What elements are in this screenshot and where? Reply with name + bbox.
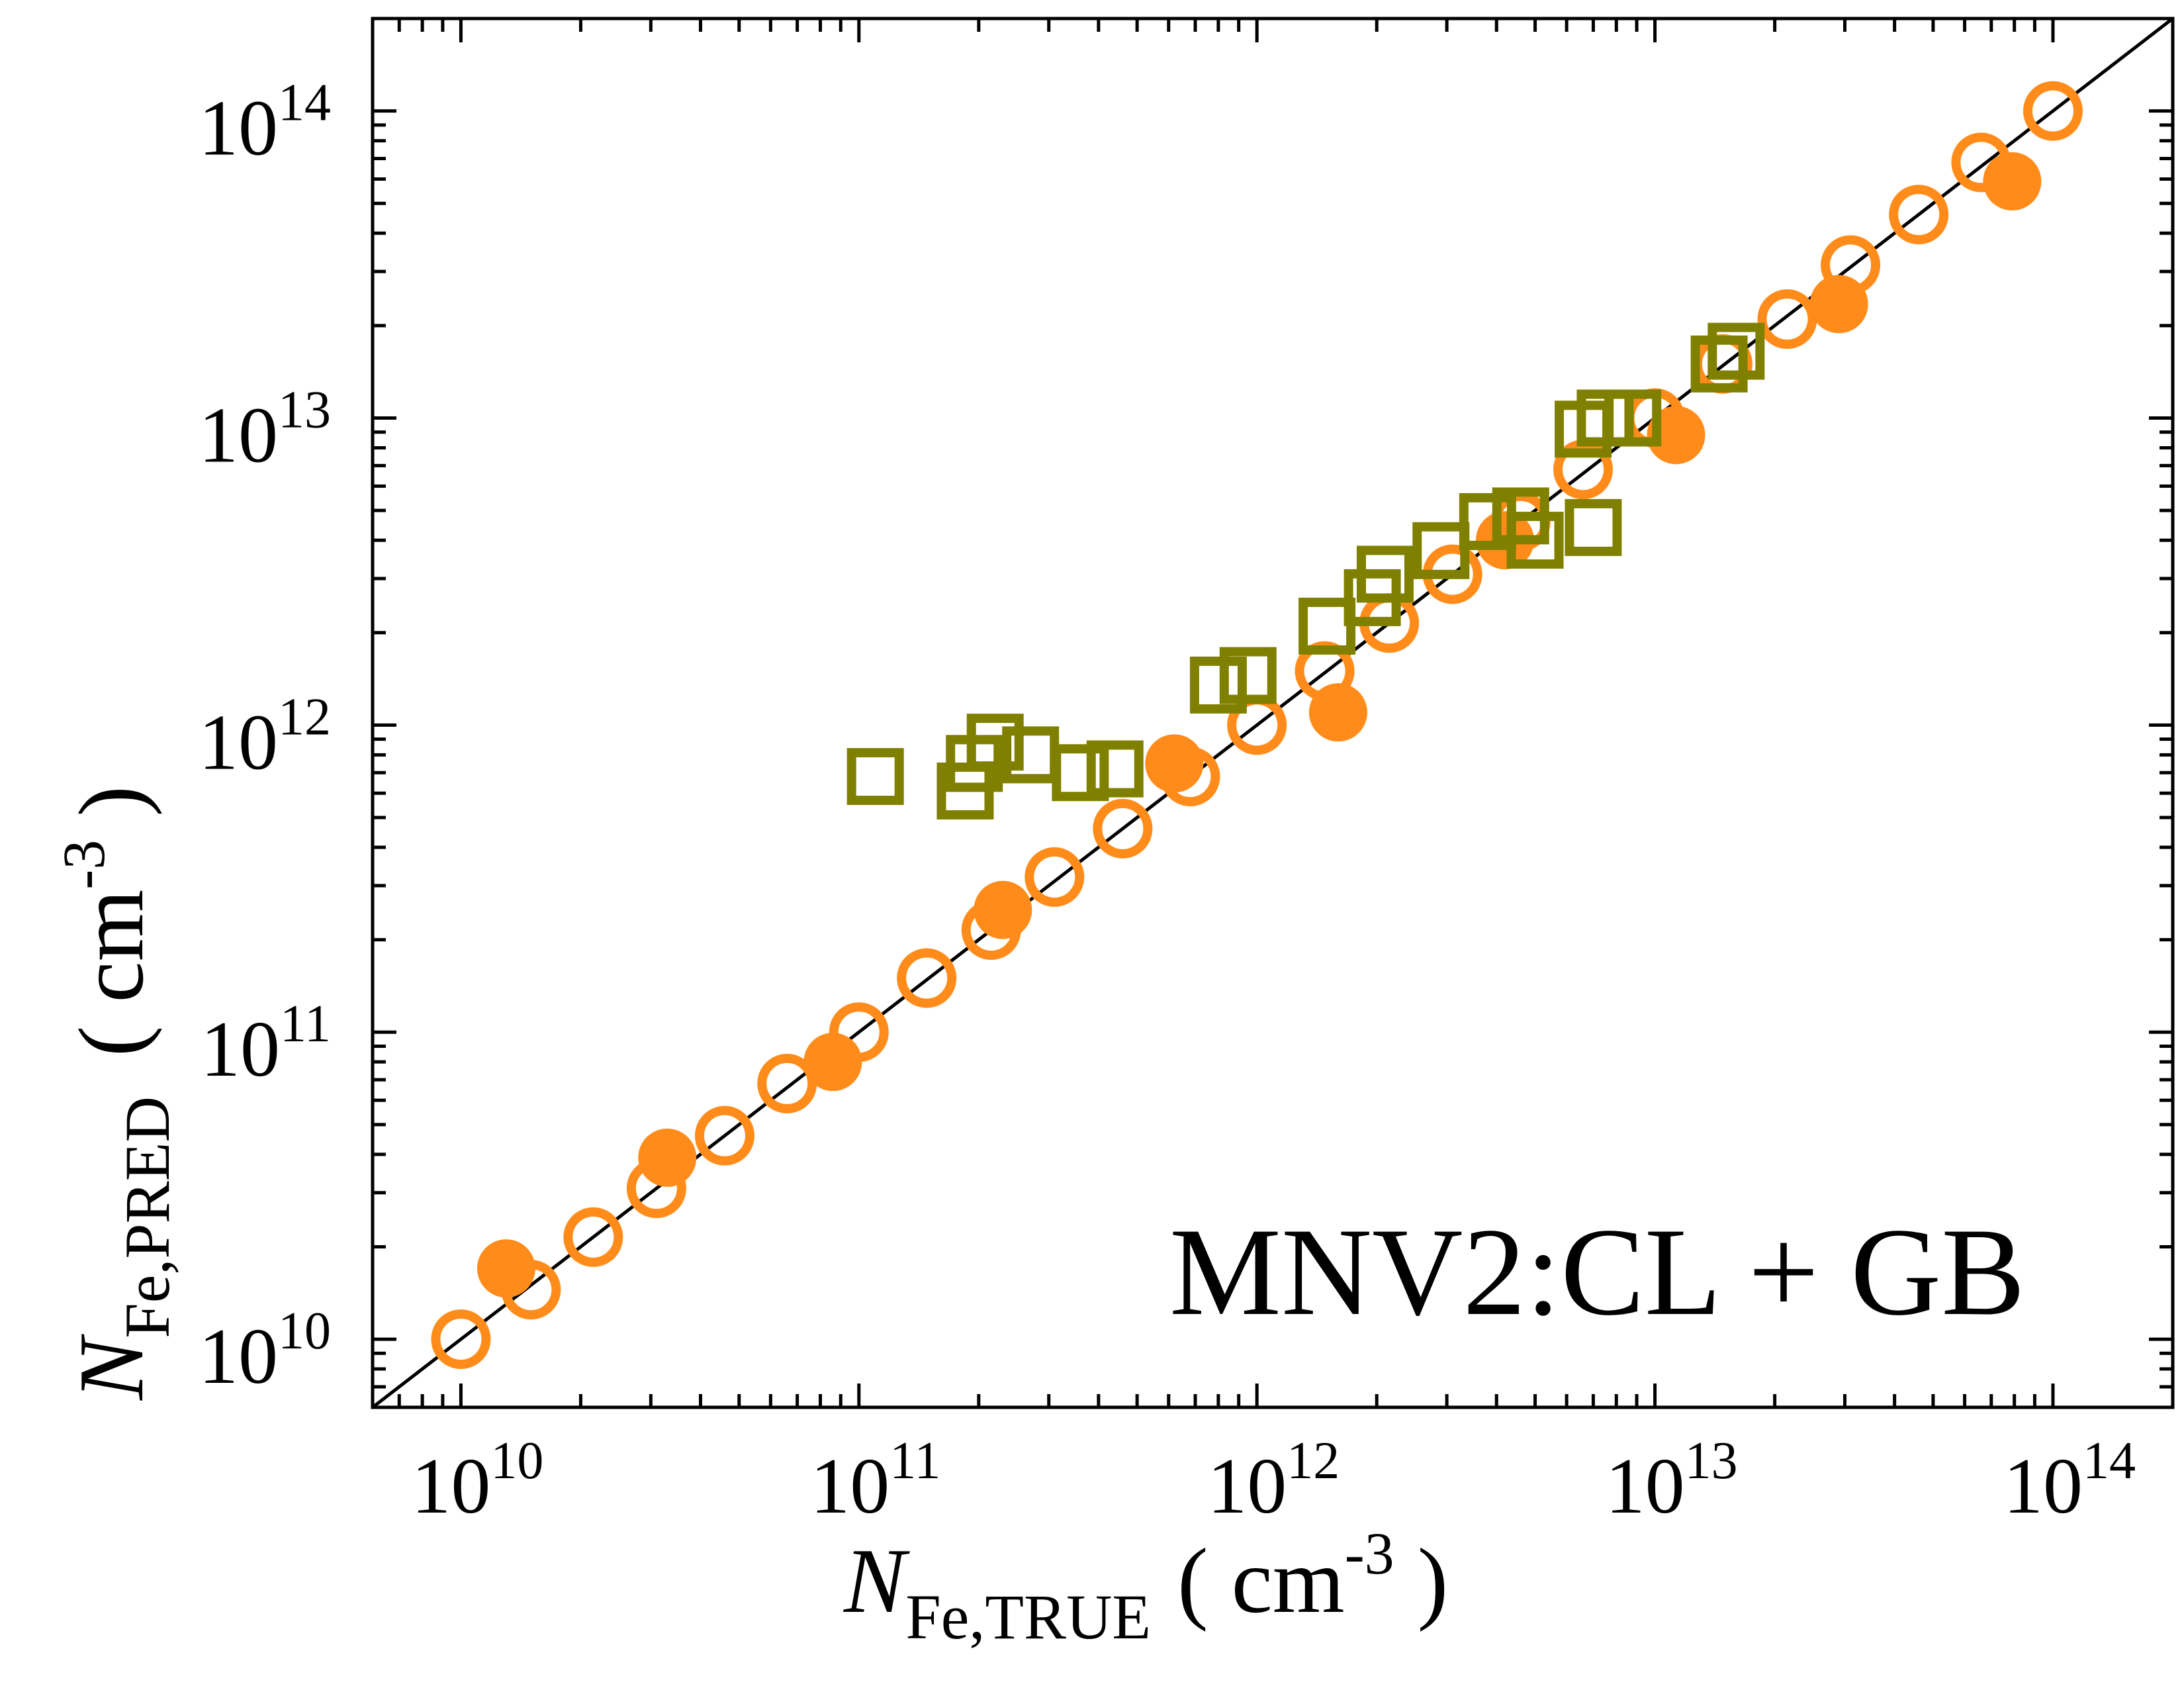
y-axis-subscript: Fe,PRED [112,1096,183,1338]
plot-frame [371,17,2175,1409]
svg-text:NFe,TRUE( cm-3 ): NFe,TRUE ( cm-3 ) [842,1521,1448,1652]
annotation: MNV2:CL + GB [1169,1203,2025,1342]
data-point-open-square [1086,740,1144,798]
x-axis-unit-exp: -3 [1345,1521,1394,1587]
data-point-open-square [1356,545,1414,603]
data-point-filled-circle [1809,275,1868,334]
data-point-open-square [966,714,1024,771]
data-point-open-square [1189,656,1247,714]
data-point-open-square [1219,647,1277,704]
x-axis-symbol: N [842,1530,910,1632]
y-tick-label: 1013 [199,381,331,479]
axes-layer: 1010 1011 1012 1013 1014 1010 1011 1012 1013 1014 [199,17,2175,1530]
data-point-open-circle [1024,847,1085,907]
data-point-open-square [1412,522,1470,579]
x-tick-label: 1011 [810,1432,940,1530]
x-tick-label: 1012 [1207,1432,1340,1530]
data-point-open-circle [563,1207,623,1267]
data-point-filled-circle [974,880,1032,939]
data-point-open-circle [2023,81,2083,141]
data-point-open-square [1052,744,1109,802]
x-tick-label: 1013 [1606,1432,1738,1530]
data-marks-layer [431,81,2083,1370]
x-axis-unit-close: ) [1394,1530,1449,1632]
data-point-filled-circle [1308,683,1367,742]
data-point-filled-circle [638,1128,697,1187]
data-point-open-square [1604,389,1662,447]
data-point-open-circle [897,948,957,1008]
data-point-open-square [1565,498,1622,556]
data-point-filled-circle [1145,734,1204,793]
y-axis-unit-exp: -3 [52,840,117,890]
data-point-open-circle [1757,289,1817,350]
series-open-square [846,322,1765,820]
x-axis-subscript: Fe,TRUE [905,1581,1151,1652]
annotation-text: MNV2:CL + GB [1169,1203,2025,1342]
data-point-open-square [846,748,904,806]
data-point-filled-circle [803,1033,862,1092]
data-point-open-circle [431,1309,491,1370]
data-point-open-circle [694,1105,754,1166]
svg-text:NFe,PRED( cm-3 ): NFe,PRED ( cm-3 ) [52,786,183,1401]
data-point-filled-circle [477,1239,535,1298]
data-point-open-circle [1093,798,1153,859]
data-point-open-square [1298,597,1356,655]
data-point-open-square [1506,512,1564,569]
y-axis-symbol: N [60,1334,163,1401]
y-tick-label: 1014 [199,74,331,172]
data-point-open-square [1002,726,1060,784]
data-point-open-square [1690,335,1748,393]
series-filled-circle [477,152,2042,1298]
x-axis-label: NFe,TRUE ( cm-3 ) [842,1521,1448,1652]
y-axis-unit-close: ) [60,786,163,840]
data-point-filled-circle [1647,406,1706,465]
x-tick-label: 1014 [2003,1432,2136,1530]
reference-line-layer [373,19,2173,1407]
y-tick-label: 1012 [199,688,331,786]
y-axis-unit-open: ( cm [60,890,163,1057]
data-point-open-square [1707,322,1765,380]
data-point-filled-circle [1983,152,2042,211]
y-tick-label: 1010 [199,1302,331,1400]
y-axis-label: NFe,PRED ( cm-3 ) [52,786,183,1401]
data-point-open-circle [1889,185,1949,245]
x-tick-label: 1010 [411,1432,543,1530]
reference-line [373,19,2173,1407]
y-tick-label: 1011 [201,995,331,1093]
data-point-open-circle [757,1053,817,1113]
x-axis-unit-open: ( cm [1177,1530,1345,1632]
